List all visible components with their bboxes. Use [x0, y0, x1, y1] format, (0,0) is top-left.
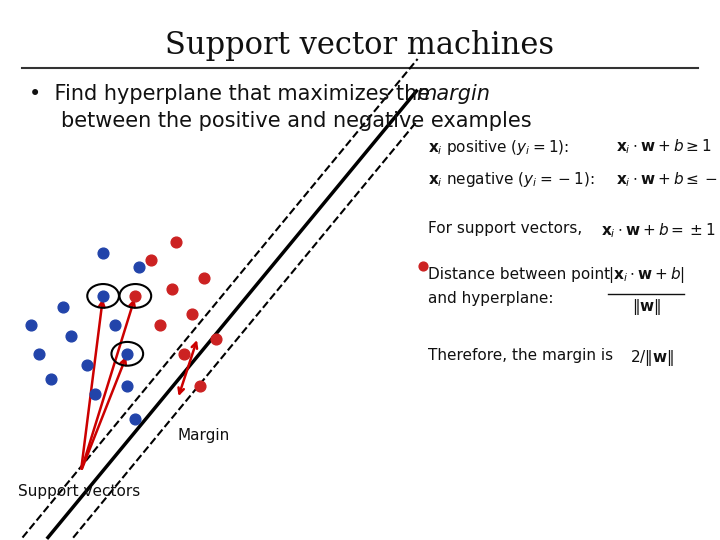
Point	[134, 262, 145, 271]
Point	[33, 349, 45, 358]
Point	[178, 349, 189, 358]
Text: Support vectors: Support vectors	[19, 484, 140, 499]
Point	[186, 310, 197, 319]
Point	[130, 292, 141, 300]
Point	[81, 360, 93, 369]
Text: $\mathbf{x}_i \cdot \mathbf{w} + b \geq 1$: $\mathbf{x}_i \cdot \mathbf{w} + b \geq …	[616, 138, 711, 157]
Text: $\mathbf{x}_i \cdot \mathbf{w} + b = \pm 1$: $\mathbf{x}_i \cdot \mathbf{w} + b = \pm…	[601, 221, 716, 240]
Text: margin: margin	[416, 84, 490, 104]
Point	[45, 375, 56, 383]
Point	[122, 382, 133, 391]
Text: Margin: Margin	[178, 428, 230, 443]
Point	[210, 335, 222, 343]
Point	[97, 292, 109, 300]
Point	[65, 332, 76, 340]
Point	[166, 285, 177, 293]
Point	[24, 321, 36, 329]
Text: Distance between point
and hyperplane:: Distance between point and hyperplane:	[428, 267, 611, 306]
Text: $\mathbf{x}_i$ positive $(y_i = 1)$:: $\mathbf{x}_i$ positive $(y_i = 1)$:	[428, 138, 570, 157]
Point	[57, 302, 68, 311]
Text: $\|\mathbf{w}\|$: $\|\mathbf{w}\|$	[632, 297, 661, 317]
Point	[194, 382, 206, 391]
Text: $2 / \|\mathbf{w}\|$: $2 / \|\mathbf{w}\|$	[630, 348, 674, 368]
Point	[89, 389, 101, 398]
Text: •  Find hyperplane that maximizes the: • Find hyperplane that maximizes the	[29, 84, 436, 104]
Text: Therefore, the margin is: Therefore, the margin is	[428, 348, 613, 363]
Point	[122, 349, 133, 358]
Point	[198, 274, 210, 282]
Text: For support vectors,: For support vectors,	[428, 221, 582, 237]
Point	[154, 321, 166, 329]
Text: $\mathbf{x}_i \cdot \mathbf{w} + b \leq -1$: $\mathbf{x}_i \cdot \mathbf{w} + b \leq …	[616, 170, 720, 189]
Point	[417, 261, 428, 270]
Point	[130, 415, 141, 423]
Text: Support vector machines: Support vector machines	[166, 30, 554, 60]
Text: between the positive and negative examples: between the positive and negative exampl…	[61, 111, 532, 131]
Point	[170, 237, 181, 246]
Point	[97, 248, 109, 257]
Point	[145, 255, 157, 264]
Point	[109, 321, 121, 329]
Text: $\mathbf{x}_i$ negative $(y_i = -1)$:: $\mathbf{x}_i$ negative $(y_i = -1)$:	[428, 170, 595, 189]
Text: $|\mathbf{x}_i \cdot \mathbf{w} + b|$: $|\mathbf{x}_i \cdot \mathbf{w} + b|$	[608, 265, 685, 285]
